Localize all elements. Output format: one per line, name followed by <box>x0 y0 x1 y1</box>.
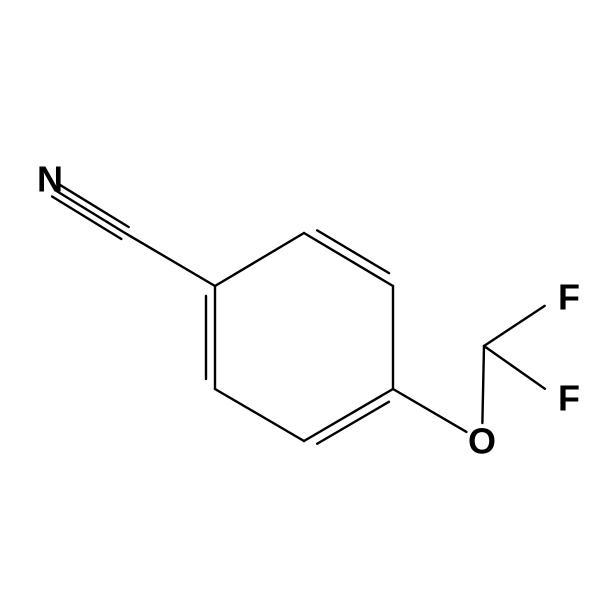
atom-label-o: O <box>468 421 496 462</box>
molecule-diagram: N O F F <box>0 0 600 600</box>
atom-label-f: F <box>558 277 580 318</box>
atom-label-n: N <box>37 159 63 200</box>
atom-label-f: F <box>558 378 580 419</box>
